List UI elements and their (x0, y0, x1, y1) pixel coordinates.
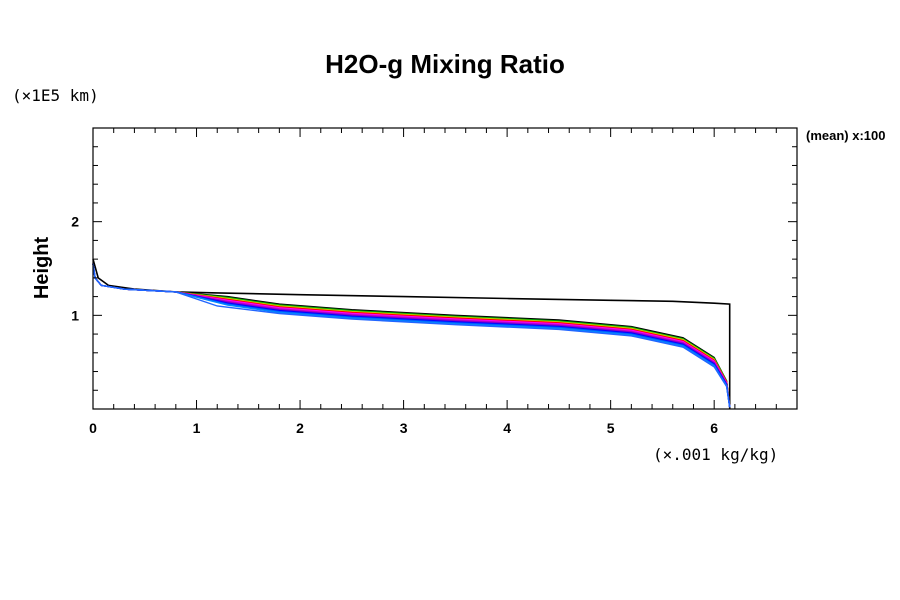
chart-title: H2O-g Mixing Ratio (325, 49, 565, 79)
series-layer (92, 258, 731, 409)
x-tick-label: 2 (296, 420, 304, 436)
x-tick-label: 1 (193, 420, 201, 436)
x-tick-label: 3 (400, 420, 408, 436)
legend-label: (mean) x:100 (806, 128, 885, 143)
x-axis-units: (×.001 kg/kg) (653, 445, 778, 464)
x-tick-label: 5 (607, 420, 615, 436)
series-line-t10 (92, 263, 731, 408)
y-tick-label: 2 (71, 214, 79, 230)
x-tick-label: 0 (89, 420, 97, 436)
x-tick-label: 6 (710, 420, 718, 436)
plot-frame (92, 127, 798, 410)
y-axis-units: (×1E5 km) (12, 86, 99, 105)
series-line-t11 (92, 263, 731, 408)
y-tick-label: 1 (71, 307, 79, 323)
x-tick-label: 4 (503, 420, 511, 436)
axis-layer: 0 1 2 3 4 5 6 1 2 (71, 127, 798, 436)
series-line-initial (92, 258, 731, 409)
y-axis-label: Height (31, 237, 53, 300)
